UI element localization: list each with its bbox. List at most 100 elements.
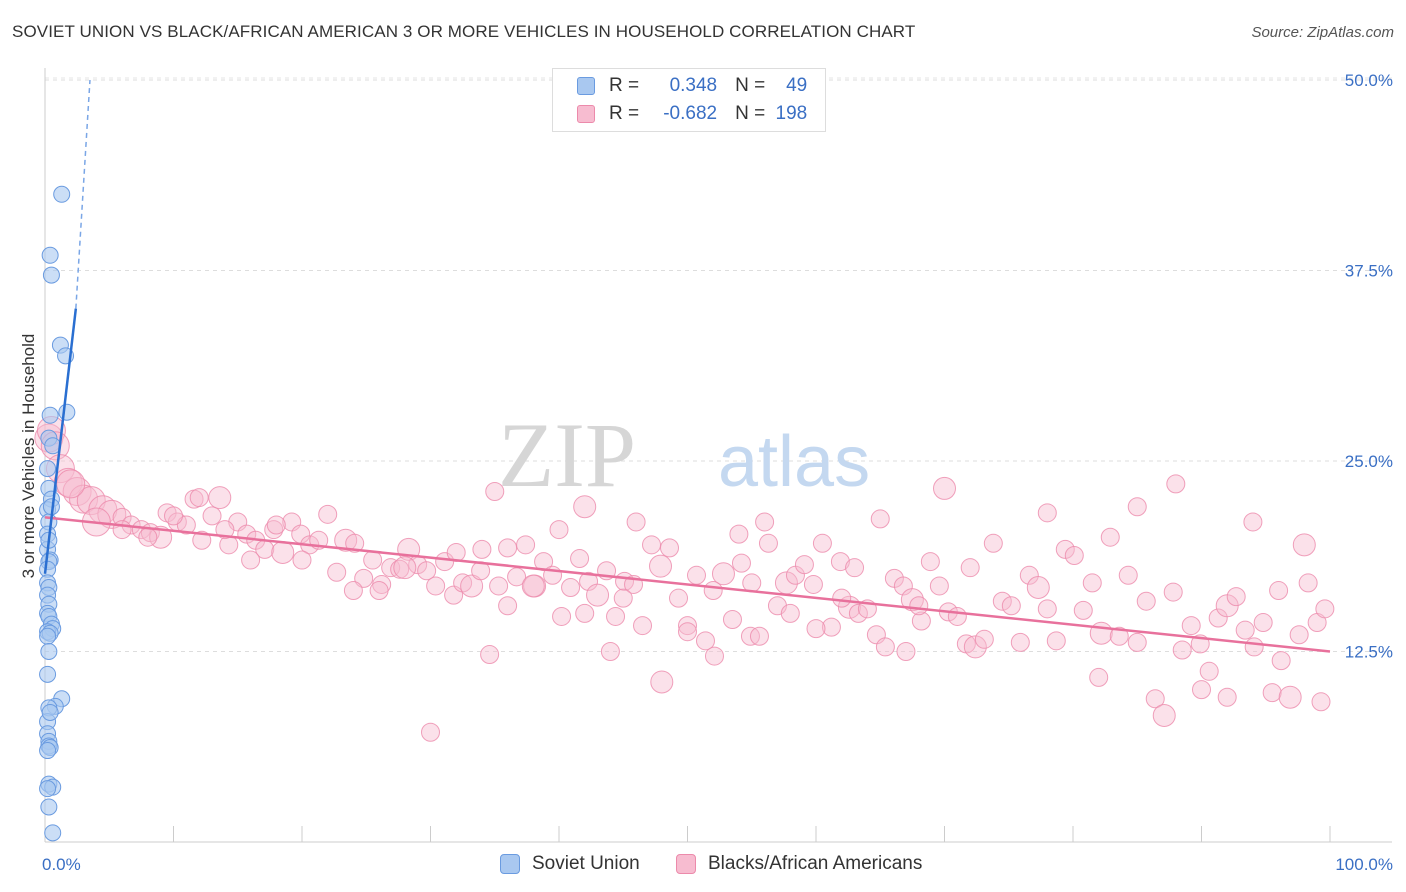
blacks-point [1127, 632, 1147, 652]
blacks-point [1292, 533, 1316, 557]
blacks-point [896, 642, 916, 661]
blacks-point [1082, 573, 1102, 593]
series-blacks-points [34, 416, 1335, 742]
blacks-point [875, 637, 895, 657]
y-tick-label: 50.0% [1345, 71, 1393, 90]
blacks-point [1244, 637, 1264, 657]
blacks-point [1037, 503, 1057, 523]
blacks-point [1298, 573, 1318, 593]
blacks-point [933, 476, 956, 500]
blacks-point [1118, 565, 1138, 585]
blacks-point [417, 561, 437, 581]
blacks-point [271, 540, 295, 564]
blacks-point [421, 722, 440, 742]
blacks-point [633, 616, 653, 636]
blacks-point [1163, 582, 1183, 602]
blacks-point [848, 603, 868, 623]
blacks-point [678, 616, 697, 636]
blacks-point [649, 554, 673, 578]
blacks-point [176, 515, 196, 535]
watermark-atlas: atlas [718, 422, 870, 502]
x-tick-label-max: 100.0% [1335, 855, 1393, 874]
blacks-point [56, 469, 86, 499]
legend-n-label: N = [735, 75, 766, 96]
blacks-point [704, 646, 724, 666]
legend-swatch-blacks [577, 105, 595, 123]
blacks-point [1269, 581, 1289, 601]
blacks-point [1109, 626, 1129, 646]
blacks-point [974, 629, 994, 649]
blacks-point [920, 552, 940, 572]
blacks-point [1010, 632, 1030, 652]
blacks-point [575, 603, 595, 623]
soviet-trend-extension [75, 79, 91, 309]
trend-lines [43, 79, 1331, 653]
blacks-point [215, 520, 235, 540]
blacks-point [1315, 599, 1335, 619]
legend-swatch-soviet [500, 854, 520, 874]
legend-row-soviet: R = 0.348 N = 49 [577, 73, 807, 99]
blacks-point [112, 520, 132, 540]
soviet-point [41, 703, 59, 721]
blacks-point [345, 533, 365, 553]
soviet-point [39, 742, 57, 760]
blacks-point [579, 571, 599, 591]
blacks-point [570, 549, 590, 569]
blacks-point [485, 481, 505, 501]
soviet-point [39, 780, 57, 798]
blacks-point [650, 670, 674, 694]
blacks-point [573, 495, 597, 519]
legend-row-blacks: R = -0.682 N = 198 [577, 101, 807, 127]
blacks-point [821, 617, 841, 637]
blacks-point [758, 533, 778, 553]
soviet-point [40, 798, 58, 816]
blacks-point [1073, 600, 1093, 620]
blacks-point [189, 488, 209, 508]
blacks-point [1037, 599, 1057, 619]
watermark: ZIP atlas [498, 404, 870, 506]
blacks-point [1136, 591, 1156, 611]
blacks-point [69, 484, 99, 514]
blacks-point [780, 603, 800, 623]
legend-label-blacks: Blacks/African Americans [708, 853, 923, 874]
legend-label-soviet: Soviet Union [532, 853, 640, 874]
blacks-point [1271, 651, 1291, 671]
blacks-point [1289, 625, 1309, 645]
blacks-point [929, 576, 949, 596]
blacks-point [266, 515, 286, 535]
blacks-point [794, 555, 814, 575]
soviet-trend-line [43, 308, 78, 574]
legend-r-value: 0.348 [669, 75, 718, 96]
blacks-point [600, 642, 620, 661]
blacks-point [678, 622, 697, 642]
blacks-point [1089, 667, 1109, 687]
x-tick-label-min: 0.0% [42, 855, 81, 874]
blacks-point [1001, 596, 1021, 616]
blacks-point [292, 550, 312, 570]
soviet-point [41, 406, 59, 424]
blacks-point [1192, 680, 1211, 700]
blacks-point [845, 558, 865, 578]
blacks-point [480, 645, 500, 665]
series-soviet-points [39, 185, 76, 842]
blacks-point [489, 576, 509, 596]
blacks-point [1145, 689, 1165, 709]
blacks-point [202, 506, 222, 526]
blacks-point [62, 476, 92, 506]
blacks-point [803, 574, 823, 594]
soviet-point [40, 643, 58, 660]
soviet-point [53, 185, 71, 203]
blacks-point [549, 520, 569, 540]
blacks-point [983, 533, 1003, 553]
blacks-point [1089, 621, 1113, 645]
blacks-point [963, 635, 987, 659]
stats-legend: R = 0.348 N = 49 R = -0.682 N = 198 [552, 68, 826, 132]
blacks-point [749, 626, 769, 646]
blacks-point [1278, 685, 1302, 709]
blacks-point [460, 574, 484, 598]
blacks-point [626, 512, 646, 532]
blacks-trend-line [44, 516, 1331, 653]
legend-item-blacks: Blacks/African Americans [676, 850, 922, 878]
blacks-point [1019, 565, 1039, 585]
blacks-point [1046, 631, 1066, 651]
